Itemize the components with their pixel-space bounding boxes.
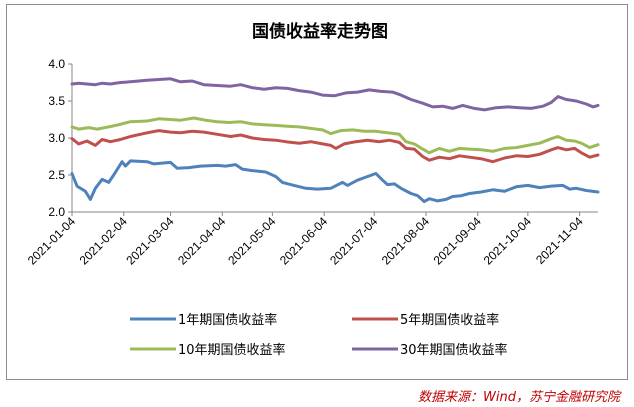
series-layer — [70, 77, 600, 204]
legend: 1年期国债收益率 5年期国债收益率 10年期国债收益率 30年期国债收益率 — [130, 312, 508, 358]
x-tick-label: 2021-03-04 — [123, 214, 177, 268]
y-tick-label: 4.0 — [48, 57, 65, 71]
x-tick-label: 2021-04-04 — [175, 214, 229, 268]
series-line-2 — [70, 129, 600, 164]
x-tick-label: 2021-10-04 — [481, 214, 535, 268]
y-tick-label: 3.5 — [48, 94, 65, 108]
y-axis-ticks: 2.0 2.5 3.0 3.5 4.0 — [48, 57, 72, 219]
legend-label-4: 30年期国债收益率 — [400, 342, 508, 358]
series-line-3 — [70, 116, 600, 155]
y-tick-label: 2.5 — [48, 168, 65, 182]
y-tick-label: 3.0 — [48, 131, 65, 145]
x-tick-label: 2021-06-04 — [277, 214, 331, 268]
x-tick-label: 2021-01-04 — [25, 214, 79, 268]
x-axis-ticks: 2021-01-042021-02-042021-03-042021-04-04… — [25, 212, 586, 268]
x-tick-label: 2021-02-04 — [77, 214, 131, 268]
legend-label-2: 5年期国债收益率 — [400, 312, 499, 328]
chart-title: 国债收益率走势图 — [252, 21, 388, 42]
x-tick-label: 2021-05-04 — [225, 214, 279, 268]
series-line-4 — [70, 77, 600, 112]
legend-label-1: 1年期国债收益率 — [178, 312, 277, 328]
x-tick-label: 2021-07-04 — [327, 214, 381, 268]
legend-label-3: 10年期国债收益率 — [178, 342, 286, 358]
source-note: 数据来源：Wind，苏宁金融研究院 — [418, 390, 620, 405]
x-tick-label: 2021-08-04 — [379, 214, 433, 268]
x-tick-label: 2021-09-04 — [431, 214, 485, 268]
x-tick-label: 2021-11-04 — [533, 214, 586, 267]
series-line-1 — [70, 159, 600, 204]
y-tick-label: 2.0 — [48, 205, 65, 219]
chart-frame — [6, 4, 628, 380]
